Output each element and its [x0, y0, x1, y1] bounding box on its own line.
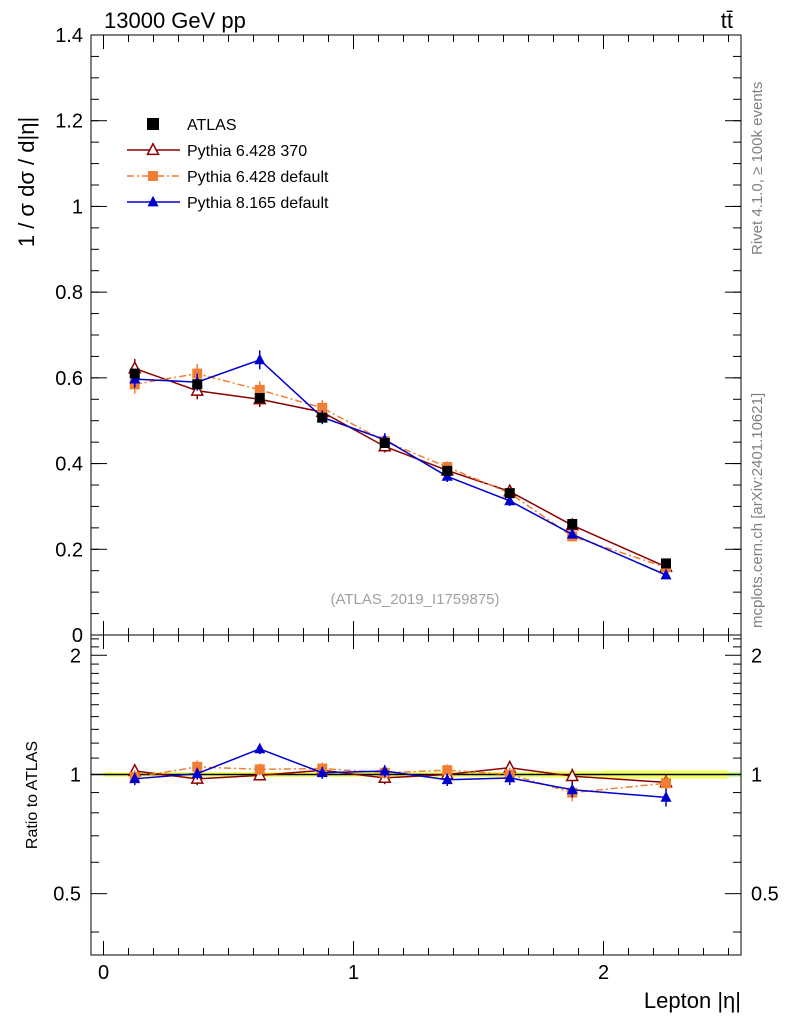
y-tick-label: 1 [72, 196, 83, 218]
series-point [660, 568, 672, 580]
ratio-line-1 [134, 766, 667, 794]
ratio-tick-label-left: 1 [70, 764, 81, 786]
ratio-point [129, 772, 141, 784]
ratio-frame [90, 634, 742, 956]
y-tick-label: 1.2 [55, 111, 83, 133]
ratio-point [192, 761, 203, 772]
x-axis-title: Lepton |η| [644, 988, 741, 1013]
legend-marker-1 [148, 171, 158, 181]
x-tick-label: 1 [348, 962, 359, 984]
legend-marker-2 [147, 195, 159, 207]
legend-label-1: Pythia 6.428 default [187, 169, 329, 186]
series-point [254, 384, 265, 395]
ratio-point [566, 783, 578, 795]
atlas-point [567, 519, 578, 529]
ratio-point [660, 791, 672, 802]
legend-label-0: Pythia 6.428 370 [187, 143, 307, 160]
legend-atlas-label: ATLAS [187, 117, 237, 134]
ratio-point [191, 767, 203, 778]
atlas-point [129, 368, 140, 379]
ratio-tick-label-right: 1 [751, 764, 762, 786]
ratio-point [254, 764, 265, 775]
series-point [566, 528, 578, 539]
y-tick-label: 0.8 [55, 282, 83, 304]
ratio-point [565, 768, 579, 782]
series-point [504, 494, 516, 506]
ratio-point [504, 771, 516, 783]
series-line-0 [134, 367, 667, 568]
legend-atlas-marker [147, 118, 159, 130]
y-tick-label: 0.4 [55, 454, 83, 476]
source-label: mcplots.cern.ch [arXiv:2401.10621] [749, 393, 766, 628]
header-right-label: tt̄ [721, 8, 733, 33]
atlas-point [317, 412, 328, 423]
series-line-1 [134, 372, 667, 568]
atlas-point [192, 379, 203, 390]
atlas-point [254, 393, 265, 403]
header-left-label: 13000 GeV pp [104, 8, 246, 33]
series-line-2 [134, 358, 667, 576]
x-tick-label: 0 [98, 962, 109, 984]
atlas-point [504, 488, 515, 499]
ratio-tick-label-right: 0.5 [751, 884, 779, 906]
rivet-label: Rivet 4.1.0, ≥ 100k events [749, 82, 766, 255]
y-tick-label: 0 [72, 625, 83, 647]
atlas-point [442, 465, 453, 476]
ratio-point [254, 742, 266, 754]
ratio-point [379, 764, 391, 776]
atlas-point [661, 558, 671, 569]
analysis-tag: (ATLAS_2019_I1759875) [330, 591, 499, 608]
ratio-point [316, 766, 328, 778]
ratio-tick-label-left: 0.5 [53, 884, 81, 906]
y-axis-title: 1 / σ dσ / d|η| [14, 117, 39, 247]
legend-label-2: Pythia 8.165 default [187, 195, 329, 212]
series-point [254, 353, 266, 365]
ratio-point [441, 773, 453, 785]
ratio-point [661, 778, 671, 789]
ratio-tick-label-left: 2 [70, 645, 81, 667]
atlas-point [379, 438, 390, 448]
ratio-point [442, 765, 453, 776]
y-tick-label: 0.2 [55, 539, 83, 561]
y-tick-label: 0.6 [55, 368, 83, 390]
y-tick-label: 1.4 [55, 25, 83, 47]
legend-marker-0 [146, 142, 160, 156]
ratio-axis-title: Ratio to ATLAS [24, 741, 41, 849]
series-point [317, 402, 328, 413]
x-tick-label: 2 [598, 962, 609, 984]
ratio-tick-label-right: 2 [751, 645, 762, 667]
